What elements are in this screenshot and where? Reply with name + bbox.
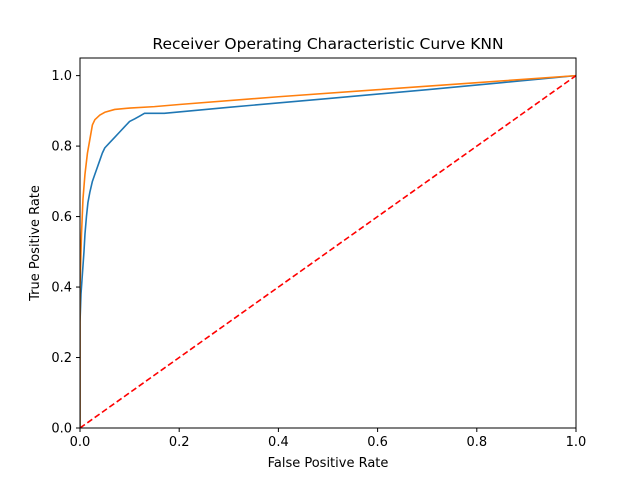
x-tick-label: 0.2 <box>169 435 190 450</box>
y-axis-label: True Positive Rate <box>28 185 43 302</box>
axes-frame <box>79 57 577 429</box>
y-tick-label: 0.6 <box>51 210 72 225</box>
y-tick-label: 0.4 <box>51 281 72 296</box>
chart-title: Receiver Operating Characteristic Curve … <box>152 35 503 53</box>
x-tick-label: 1.0 <box>566 435 587 450</box>
axis-ticks: 0.0 0.2 0.4 0.6 0.8 1.0 0.0 0.2 0.4 0.6 0.8 1.0 <box>51 69 586 450</box>
x-tick-label: 0.4 <box>268 435 289 450</box>
chance-diagonal-series <box>80 74 576 428</box>
x-axis-label: False Positive Rate <box>268 456 389 471</box>
y-tick-label: 1.0 <box>51 69 72 84</box>
x-tick-label: 0.0 <box>70 435 91 450</box>
x-tick-label: 0.8 <box>466 435 487 450</box>
roc-curve-blue-series <box>80 74 576 428</box>
y-tick-label: 0.0 <box>51 422 72 437</box>
y-tick-label: 0.8 <box>51 140 72 155</box>
x-tick-label: 0.6 <box>367 435 388 450</box>
y-tick-label: 0.2 <box>51 351 72 366</box>
series-group <box>80 74 576 428</box>
roc-curve-orange-series <box>80 74 576 428</box>
plot-area <box>79 57 577 429</box>
